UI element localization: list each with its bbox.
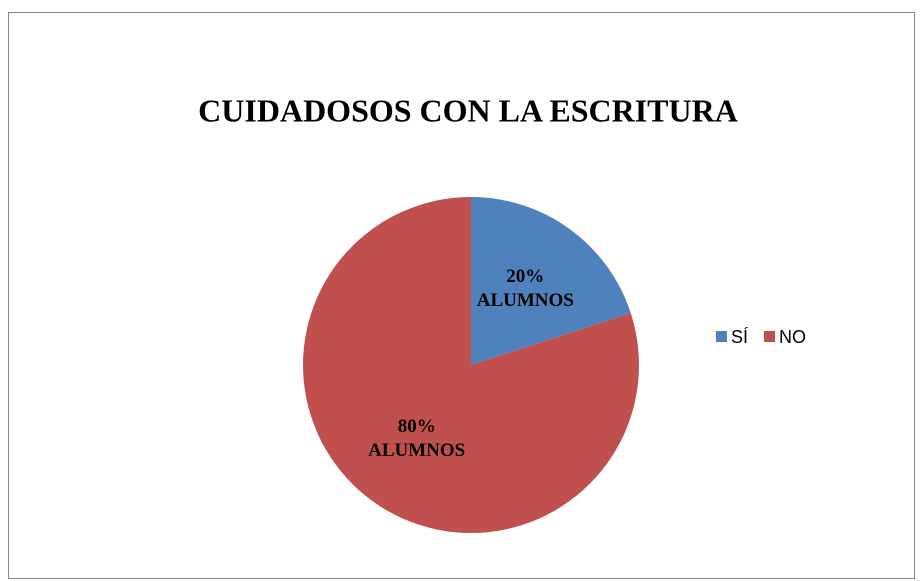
chart-title: CUIDADOSOS CON LA ESCRITURA — [198, 92, 738, 128]
legend-swatch — [716, 331, 727, 342]
pie-slice — [303, 197, 639, 533]
data-label: 20% ALUMNOS — [477, 267, 574, 312]
legend-label: SÍ — [731, 327, 748, 347]
legend-label: NO — [779, 327, 806, 347]
data-label: 80% ALUMNOS — [368, 416, 465, 461]
legend-swatch — [764, 331, 776, 342]
pie-slice — [471, 197, 631, 365]
